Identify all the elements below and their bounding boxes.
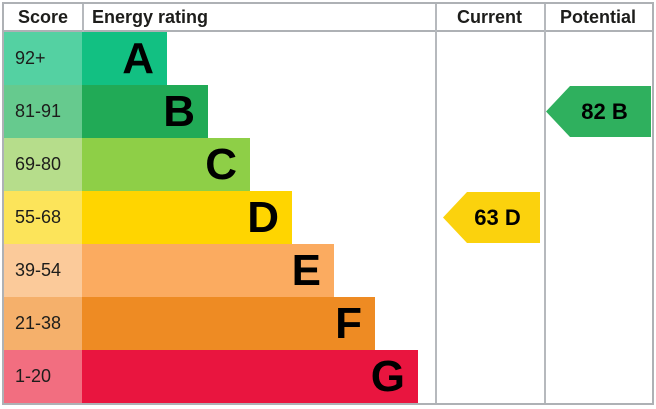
band-bar: A: [82, 32, 167, 85]
band-row: 21-38 F: [4, 297, 652, 350]
band-letter: C: [205, 139, 237, 189]
band-rows: 92+ A 81-91 B 69-80 C 55-68 D 39-54 E 21…: [4, 32, 652, 403]
band-bar: B: [82, 85, 208, 138]
potential-column-header: Potential: [559, 6, 636, 27]
epc-energy-rating-chart: Score Energy rating Current Potential 92…: [2, 2, 654, 405]
energy-rating-column-header: Energy rating: [92, 6, 209, 27]
band-score-range: 39-54: [4, 244, 82, 297]
band-row: 1-20 G: [4, 350, 652, 403]
current-column-header: Current: [456, 6, 522, 27]
band-score-range: 55-68: [4, 191, 82, 244]
band-row: 69-80 C: [4, 138, 652, 191]
score-column-header: Score: [17, 6, 69, 27]
band-row: 39-54 E: [4, 244, 652, 297]
band-bar: C: [82, 138, 250, 191]
column-divider: [544, 4, 546, 403]
potential-rating-arrow: 82 B: [546, 86, 651, 137]
band-score-range: 1-20: [4, 350, 82, 403]
table-header: Score Energy rating Current Potential: [4, 4, 652, 32]
band-score-range: 92+: [4, 32, 82, 85]
band-letter: A: [122, 33, 154, 83]
current-rating-label: 63 D: [474, 204, 521, 230]
band-score-range: 69-80: [4, 138, 82, 191]
column-divider: [82, 4, 84, 32]
column-divider: [435, 4, 437, 403]
band-row: 81-91 B: [4, 85, 652, 138]
band-row: 55-68 D: [4, 191, 652, 244]
band-letter: G: [370, 351, 405, 401]
band-bar: F: [82, 297, 375, 350]
band-letter: E: [291, 245, 321, 295]
band-bar: E: [82, 244, 334, 297]
band-score-range: 21-38: [4, 297, 82, 350]
current-rating-arrow: 63 D: [443, 192, 540, 243]
band-row: 92+ A: [4, 32, 652, 85]
band-score-range: 81-91: [4, 85, 82, 138]
band-letter: D: [247, 192, 279, 242]
band-letter: F: [335, 298, 362, 348]
band-bar: G: [82, 350, 418, 403]
band-bar: D: [82, 191, 292, 244]
potential-rating-label: 82 B: [581, 98, 628, 124]
band-letter: B: [163, 86, 195, 136]
